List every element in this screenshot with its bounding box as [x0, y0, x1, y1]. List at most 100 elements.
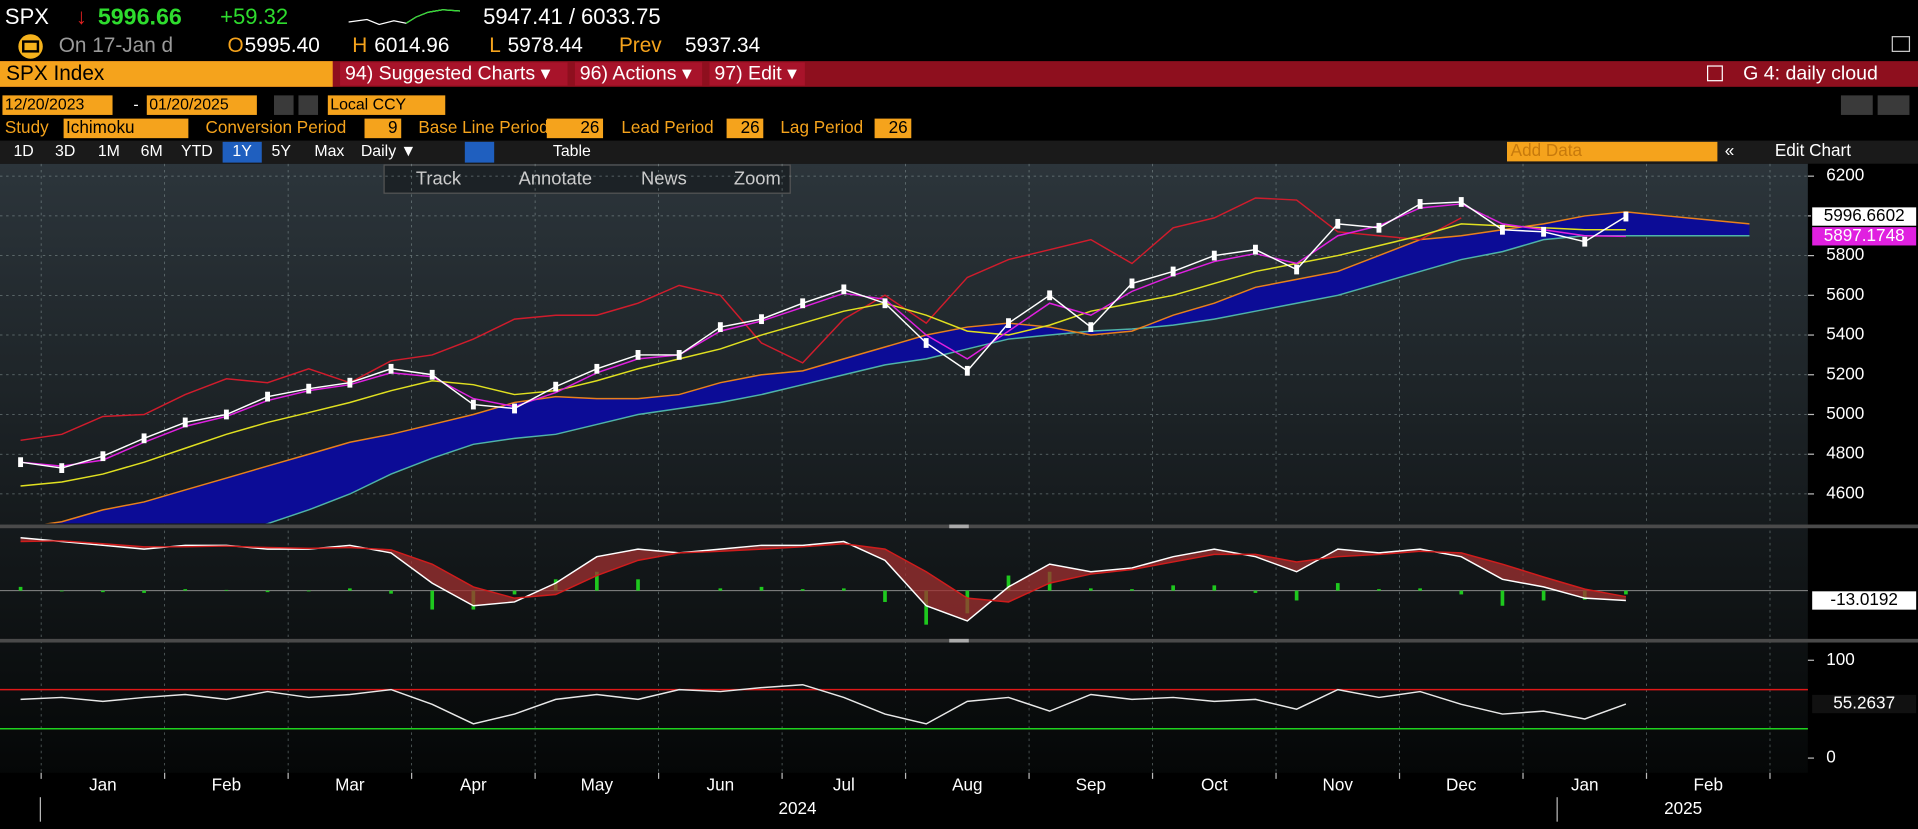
security: SPX Index [6, 62, 105, 85]
period-button[interactable]: YTD [181, 143, 213, 160]
currency-input[interactable] [327, 95, 446, 115]
x-tick-label: Nov [1323, 776, 1354, 795]
candle [470, 399, 476, 410]
collapse-icon[interactable]: « [1725, 141, 1735, 160]
histogram-bar [1253, 590, 1258, 593]
period-button[interactable]: Max [314, 143, 344, 160]
candle [18, 457, 24, 468]
macd-line [20, 540, 1627, 603]
param-value: 9 [388, 118, 398, 137]
histogram-bar [718, 588, 723, 591]
histogram-bar [1335, 583, 1340, 591]
y-tick-label: 6200 [1826, 166, 1864, 185]
menu-button[interactable] [340, 62, 568, 86]
candle [223, 409, 229, 420]
frequency[interactable]: Daily ▼ [361, 143, 416, 160]
chart-tool[interactable]: Zoom [734, 168, 781, 189]
chart-name[interactable]: G 4: daily cloud [1743, 63, 1878, 85]
histogram-bar [1212, 585, 1217, 591]
param-value: 26 [580, 118, 599, 137]
next-button[interactable] [298, 95, 319, 115]
last-value-label-box [1810, 206, 1918, 227]
launch-icon[interactable] [1706, 65, 1723, 82]
histogram-bar [841, 588, 846, 591]
candle [594, 363, 600, 374]
histogram-bar [101, 590, 105, 593]
series-line [20, 197, 1462, 442]
period-button[interactable]: 6M [141, 143, 163, 160]
candle [800, 298, 806, 309]
candle [1088, 322, 1094, 332]
macd-value-label-box [1810, 590, 1918, 611]
x-tick-label: Jan [1571, 776, 1599, 795]
date-input[interactable] [2, 95, 113, 115]
candle [882, 298, 888, 309]
chart-tools [383, 164, 791, 194]
last-price: 5996.66 [98, 3, 182, 29]
param-input[interactable] [546, 118, 604, 139]
rsi-line [20, 683, 1627, 725]
popout-icon[interactable] [1891, 36, 1911, 52]
candle [347, 377, 353, 388]
prev-button[interactable] [274, 95, 294, 115]
period-button[interactable]: 3D [55, 143, 75, 160]
study-input[interactable] [63, 118, 189, 139]
param-input[interactable] [364, 118, 402, 139]
chart-tool[interactable]: Track [416, 168, 462, 189]
macd-line [20, 537, 1626, 622]
study-label: Study [5, 118, 49, 137]
separator-handle [949, 524, 969, 529]
series-line [20, 201, 1627, 469]
x-tick-label: Mar [335, 776, 365, 795]
candle [1129, 278, 1135, 289]
date-value: 01/20/2025 [149, 96, 229, 113]
param-input[interactable] [726, 118, 764, 139]
histogram-bar [924, 590, 928, 625]
year-label: 2024 [779, 799, 818, 818]
edit-chart[interactable]: Edit Chart [1775, 141, 1851, 160]
x-tick-label: Jan [89, 776, 117, 795]
menu-button[interactable] [709, 62, 805, 86]
undo-button[interactable] [1840, 95, 1873, 115]
study: Ichimoku [66, 118, 134, 137]
currency: Local CCY [330, 96, 406, 113]
candle [1006, 318, 1011, 329]
candle [1170, 266, 1176, 277]
prev-label: Prev [619, 34, 662, 57]
candle [635, 350, 641, 360]
period-button[interactable]: 5Y [272, 143, 292, 160]
candle [964, 365, 970, 376]
candle [759, 314, 764, 325]
date-input[interactable] [146, 95, 257, 115]
chart-tool[interactable]: News [641, 168, 687, 189]
histogram-bar [636, 579, 640, 591]
param-input[interactable] [874, 118, 912, 139]
last-value-label: 5897.1748 [1824, 226, 1905, 245]
separator-handle [949, 638, 969, 643]
candle [100, 451, 106, 462]
y-axis-area [1807, 163, 1918, 773]
redo-button[interactable] [1877, 95, 1910, 115]
chart-tool[interactable]: Annotate [519, 168, 592, 189]
histogram-bar [1377, 589, 1381, 591]
candle [841, 284, 847, 295]
period-button[interactable]: 1D [13, 143, 33, 160]
menu-button[interactable] [574, 62, 703, 86]
candle [265, 391, 271, 402]
histogram-bar [595, 571, 599, 591]
histogram-bar [1171, 585, 1175, 591]
chart-type-button[interactable] [464, 141, 495, 163]
add-data-input[interactable] [1507, 141, 1718, 162]
period-button[interactable]: 1M [98, 143, 120, 160]
period-button[interactable]: 1Y [232, 143, 252, 160]
candle [512, 403, 517, 414]
candle [141, 433, 147, 444]
series-line [20, 203, 1626, 467]
last-value-label: 5996.6602 [1824, 206, 1905, 225]
candle [717, 322, 723, 332]
security-box[interactable] [0, 61, 333, 87]
table-button[interactable]: Table [553, 143, 591, 160]
histogram-bar [183, 589, 188, 591]
histogram-bar [1006, 575, 1011, 591]
x-tick-label: May [581, 776, 614, 795]
